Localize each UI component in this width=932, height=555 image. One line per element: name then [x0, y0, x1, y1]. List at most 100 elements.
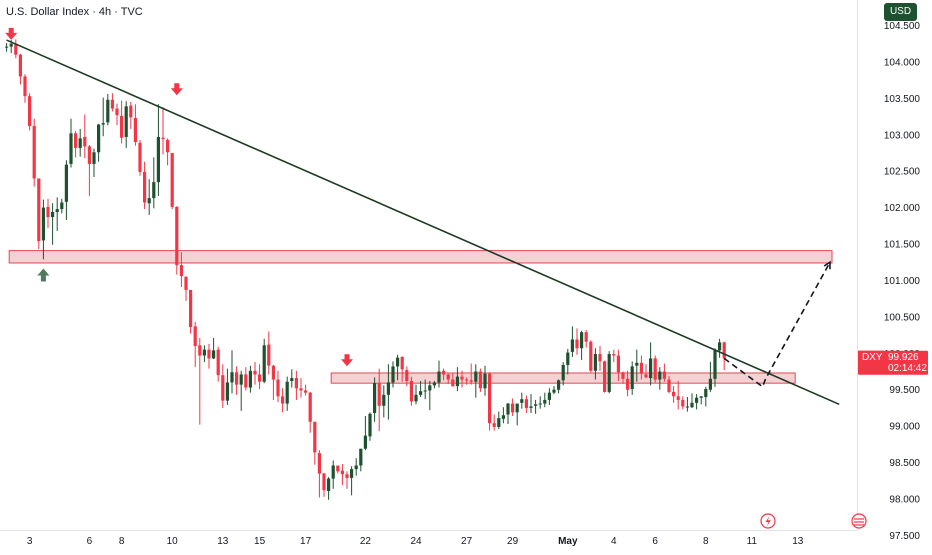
candle — [198, 345, 202, 356]
candle — [110, 99, 114, 109]
arrow-down-icon — [170, 83, 183, 96]
candle — [129, 105, 133, 118]
candle — [386, 382, 390, 395]
x-tick-label: 22 — [360, 536, 372, 547]
candle — [419, 391, 423, 395]
candle — [589, 341, 593, 371]
candle — [534, 404, 538, 406]
candle — [216, 349, 220, 376]
candle — [561, 364, 565, 381]
y-tick-label: 100.500 — [884, 312, 921, 323]
calendar-flag-icon[interactable] — [851, 513, 867, 529]
candle — [304, 390, 308, 393]
candle — [322, 473, 326, 491]
resistance-zone — [8, 250, 833, 264]
candle — [699, 396, 703, 398]
x-tick-label: 17 — [300, 536, 312, 547]
candle — [474, 371, 478, 382]
candle — [368, 413, 372, 437]
x-tick-label: 8 — [703, 536, 709, 547]
currency-button[interactable]: USD — [884, 3, 917, 21]
candle — [626, 378, 630, 390]
candle — [133, 118, 137, 143]
candle — [239, 374, 243, 385]
candle — [557, 380, 561, 390]
candle — [635, 362, 639, 366]
candle — [704, 389, 708, 398]
flash-icon[interactable] — [760, 513, 776, 529]
candle — [290, 378, 294, 381]
candle — [244, 374, 248, 388]
candle — [593, 354, 597, 371]
y-tick-label: 98.500 — [889, 458, 920, 469]
candle — [391, 366, 395, 383]
x-tick-label: 8 — [119, 536, 125, 547]
candle — [455, 376, 459, 387]
candle — [299, 388, 303, 391]
candle — [193, 326, 197, 347]
candle — [373, 383, 377, 414]
candle — [478, 371, 482, 389]
candle — [658, 371, 662, 380]
y-tick-label: 102.000 — [884, 203, 921, 214]
candle — [46, 206, 50, 218]
trendline — [6, 39, 840, 406]
candle — [166, 139, 170, 153]
candle — [14, 43, 18, 55]
projection-arrowhead — [823, 260, 831, 270]
candle — [529, 406, 533, 408]
candle — [446, 374, 450, 380]
candle — [276, 379, 280, 397]
candle — [55, 209, 59, 212]
y-tick-label: 103.500 — [884, 94, 921, 105]
x-tick-label: 27 — [461, 536, 473, 547]
candle — [492, 423, 496, 427]
chart-title: U.S. Dollar Index · 4h · TVC — [6, 6, 143, 18]
candle — [101, 123, 105, 125]
candle — [124, 106, 128, 137]
candle — [506, 403, 510, 415]
candle — [143, 171, 147, 203]
candle — [483, 373, 487, 389]
x-tick-label: 6 — [652, 536, 658, 547]
candle — [718, 342, 722, 351]
candle — [570, 339, 574, 352]
countdown-timer: 02:14:42 — [888, 363, 927, 374]
candle — [32, 126, 36, 179]
candle — [106, 99, 110, 123]
candle — [566, 352, 570, 365]
candle — [74, 133, 78, 148]
candle — [69, 133, 73, 164]
candle — [644, 374, 648, 378]
y-tick-label: 101.000 — [884, 276, 921, 287]
candle — [584, 332, 588, 342]
candle — [580, 332, 584, 349]
candle — [690, 402, 694, 408]
candle — [184, 276, 188, 290]
candle — [83, 136, 87, 147]
candle — [442, 370, 446, 375]
candle — [23, 76, 27, 97]
candle — [497, 418, 501, 427]
candle — [451, 379, 455, 387]
x-tick-label: 4 — [611, 536, 617, 547]
candle — [331, 465, 335, 479]
candle — [138, 142, 142, 172]
candle — [695, 397, 699, 403]
candle — [78, 138, 82, 148]
y-tick-label: 99.500 — [889, 385, 920, 396]
y-tick-label: 103.000 — [884, 130, 921, 141]
candle — [662, 371, 666, 379]
candle — [230, 372, 234, 383]
candle — [253, 370, 257, 375]
candle — [345, 474, 349, 478]
candle — [363, 435, 367, 449]
plot-area — [5, 27, 840, 500]
x-tick-label: 24 — [410, 536, 422, 547]
last-price-value: 99.926 — [888, 352, 919, 363]
candle — [409, 380, 413, 402]
candle — [281, 396, 285, 404]
candle — [653, 358, 657, 380]
